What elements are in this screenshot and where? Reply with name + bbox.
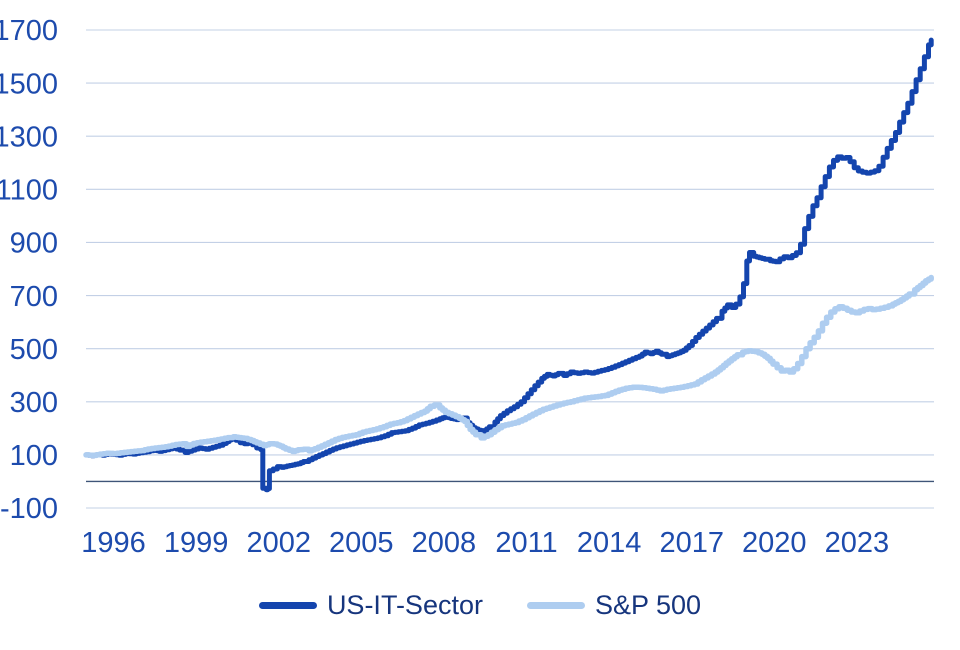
- y-tick-label--100: -100: [0, 493, 58, 525]
- x-tick-label-2020: 2020: [742, 527, 807, 559]
- x-tick-label-1996: 1996: [81, 527, 146, 559]
- y-tick-label-1100: 1100: [0, 174, 58, 206]
- y-tick-label-900: 900: [10, 228, 58, 260]
- legend-label-sp500: S&P 500: [594, 590, 702, 620]
- chart-legend: US-IT-Sector S&P 500: [0, 590, 960, 621]
- series-line-us-it-sector: [83, 37, 934, 493]
- series-line-sp500: [83, 274, 934, 459]
- x-tick-label-2014: 2014: [577, 527, 642, 559]
- legend-label-us-it-sector: US-IT-Sector: [326, 590, 483, 620]
- y-tick-label-300: 300: [10, 387, 58, 419]
- y-tick-label-1500: 1500: [0, 68, 58, 100]
- x-tick-label-2011: 2011: [495, 527, 557, 559]
- y-tick-label-1700: 1700: [0, 15, 58, 47]
- x-tick-label-2005: 2005: [329, 527, 394, 559]
- legend-item-us-it-sector: US-IT-Sector: [258, 590, 483, 621]
- x-tick-label-2002: 2002: [246, 527, 311, 559]
- x-tick-label-1999: 1999: [164, 527, 229, 559]
- us-it-sector-line-swatch-icon: [258, 602, 317, 609]
- legend-item-sp500: S&P 500: [526, 590, 702, 621]
- x-tick-label-2008: 2008: [412, 527, 477, 559]
- x-tick-label-2017: 2017: [659, 527, 724, 559]
- y-tick-label-100: 100: [10, 440, 58, 472]
- x-tick-label-2023: 2023: [825, 527, 890, 559]
- sp500-line-swatch-icon: [526, 602, 585, 609]
- y-tick-label-700: 700: [10, 281, 58, 313]
- y-tick-label-1300: 1300: [0, 121, 58, 153]
- y-tick-label-500: 500: [10, 334, 58, 366]
